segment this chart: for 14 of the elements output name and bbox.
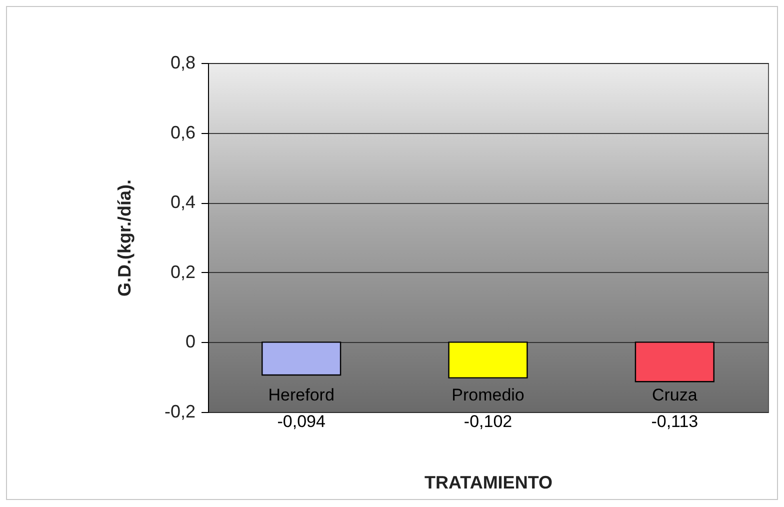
x-tick-label: Cruza (652, 386, 698, 404)
y-tick-label: 0,8 (170, 52, 196, 72)
y-tick-label: 0 (185, 332, 196, 352)
y-tick-label: 0,4 (170, 192, 196, 212)
x-axis-title: TRATAMIENTO (424, 472, 552, 492)
x-tick-label: Promedio (452, 386, 524, 404)
data-label: -0,094 (277, 412, 326, 431)
x-tick-label: Hereford (268, 386, 334, 404)
data-label: -0,102 (464, 412, 512, 431)
y-tick-label: 0,6 (170, 122, 196, 142)
data-label: -0,113 (651, 412, 698, 431)
y-axis-title: G.D.(kgr./día). (114, 179, 134, 297)
y-tick-label: -0,2 (164, 402, 196, 422)
y-tick-label: 0,2 (170, 262, 196, 282)
